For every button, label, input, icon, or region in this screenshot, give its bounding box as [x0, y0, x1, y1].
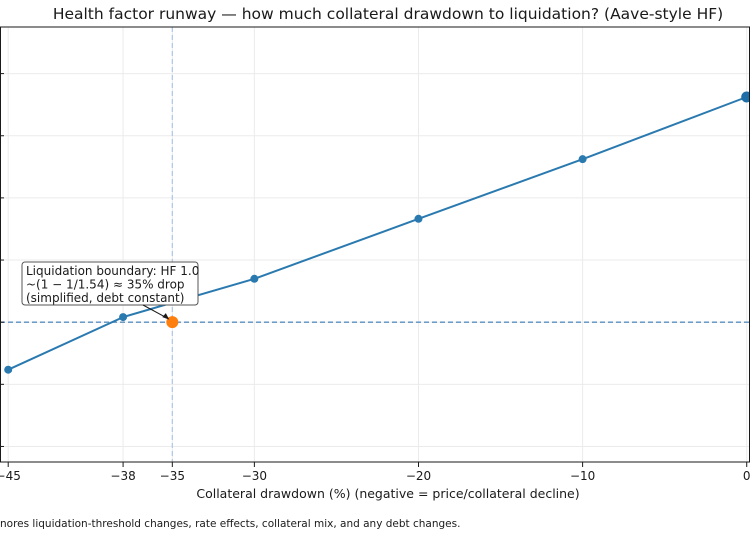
annotation-line-0: Liquidation boundary: HF 1.0	[26, 264, 199, 278]
current-hf-point	[741, 91, 750, 103]
axes	[0, 26, 750, 463]
annotation-line-1: ~(1 − 1/1.54) ≈ 35% drop	[26, 278, 185, 292]
liquidation-point	[166, 316, 179, 329]
annotation-arrow	[142, 304, 168, 319]
annotation: Liquidation boundary: HF 1.0~(1 − 1/1.54…	[21, 95, 750, 320]
data-point	[4, 365, 13, 374]
annotation-box	[21, 261, 199, 306]
footnote: nores liquidation-threshold changes, rat…	[0, 518, 460, 530]
chart-title: Health factor runway — how much collater…	[53, 5, 723, 23]
data-point	[250, 274, 259, 283]
reference-lines	[0, 27, 750, 462]
x-tick-label: −10	[570, 469, 595, 483]
x-axis-label: Collateral drawdown (%) (negative = pric…	[196, 486, 579, 501]
data-point	[578, 155, 587, 164]
x-tick-label: −35	[160, 469, 185, 483]
x-ticks: −45 −38 −35 −30 −20 −10 0	[0, 73, 750, 483]
data-point	[119, 313, 128, 322]
annotation-line-2: (simplified, debt constant)	[26, 291, 184, 305]
annotation-arrow-head	[162, 313, 170, 320]
x-tick-label: −38	[110, 469, 135, 483]
data-point	[414, 214, 423, 223]
x-tick-label: −45	[0, 469, 21, 483]
series-line-0	[7, 96, 748, 371]
x-tick-label: 0	[743, 469, 750, 483]
grid	[0, 27, 750, 462]
data-points	[4, 91, 750, 374]
series-layer	[7, 96, 748, 371]
x-tick-label: −20	[406, 469, 431, 483]
x-tick-label: −30	[242, 469, 267, 483]
